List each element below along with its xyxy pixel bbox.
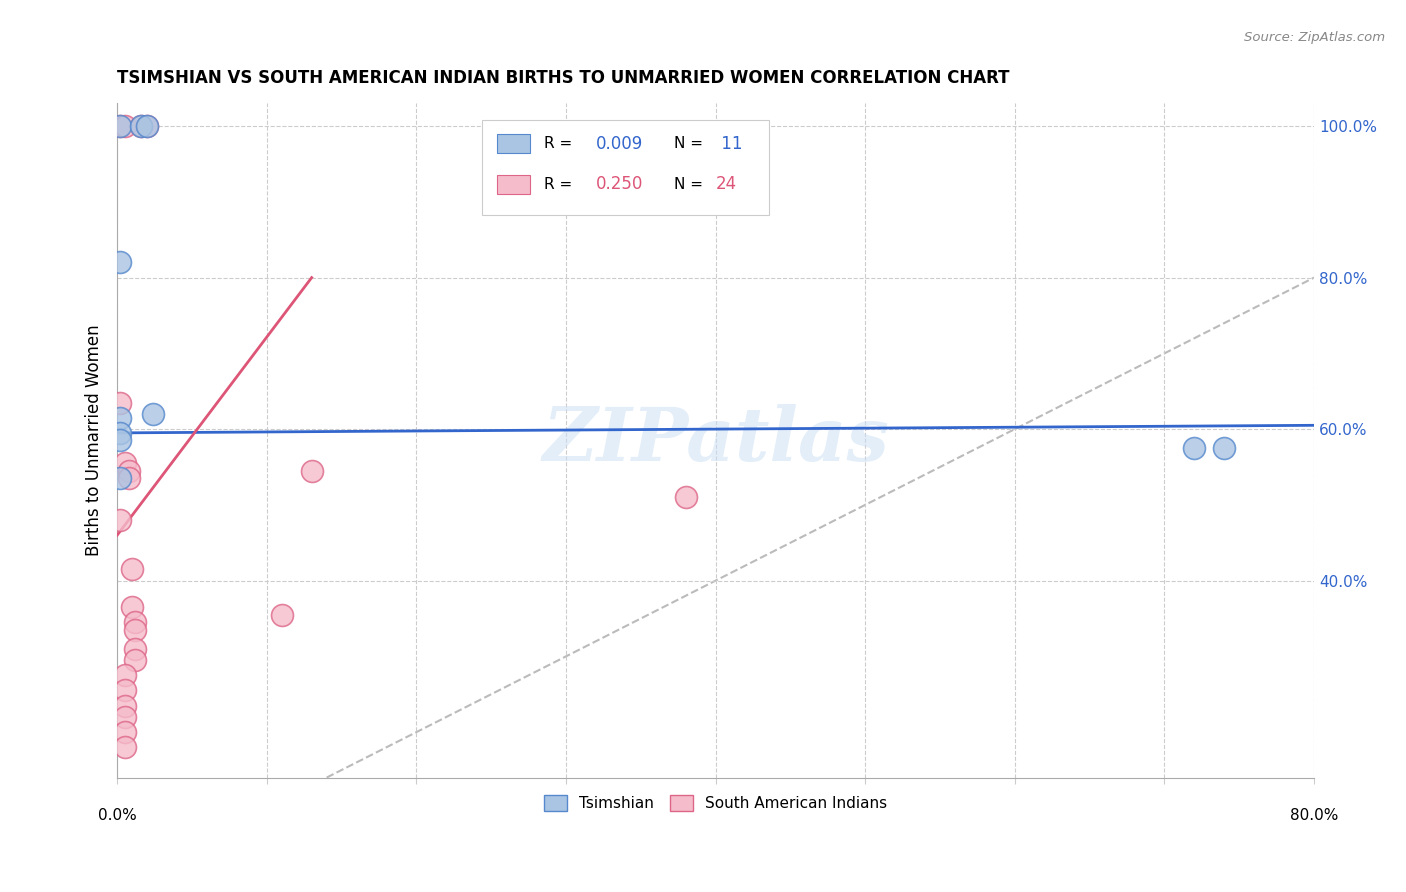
Text: 0.250: 0.250 bbox=[596, 175, 644, 194]
Text: 80.0%: 80.0% bbox=[1289, 808, 1339, 823]
Point bbox=[124, 653, 146, 667]
Text: 11: 11 bbox=[716, 135, 742, 153]
Text: 0.0%: 0.0% bbox=[98, 808, 136, 823]
Legend: Tsimshian, South American Indians: Tsimshian, South American Indians bbox=[538, 789, 893, 817]
Text: 0.009: 0.009 bbox=[596, 135, 643, 153]
Point bbox=[121, 562, 143, 576]
Point bbox=[124, 615, 146, 630]
Point bbox=[118, 471, 141, 485]
Point bbox=[108, 471, 131, 485]
Point bbox=[108, 425, 131, 440]
Point bbox=[108, 434, 131, 448]
Point bbox=[142, 407, 165, 421]
Point bbox=[124, 623, 146, 637]
Text: R =: R = bbox=[544, 136, 578, 152]
Point bbox=[114, 698, 136, 713]
FancyBboxPatch shape bbox=[482, 120, 769, 215]
Text: N =: N = bbox=[673, 177, 707, 192]
Point bbox=[114, 668, 136, 682]
Point bbox=[114, 456, 136, 470]
Point bbox=[114, 710, 136, 724]
Point bbox=[270, 607, 292, 622]
Point bbox=[124, 641, 146, 656]
Point bbox=[136, 119, 159, 133]
Point bbox=[118, 464, 141, 478]
Point bbox=[108, 119, 131, 133]
Text: N =: N = bbox=[673, 136, 707, 152]
Point bbox=[108, 513, 131, 527]
Point bbox=[675, 490, 697, 504]
Point bbox=[114, 683, 136, 698]
Point bbox=[108, 410, 131, 425]
Text: 24: 24 bbox=[716, 175, 737, 194]
Point bbox=[121, 600, 143, 615]
Point bbox=[108, 255, 131, 269]
Point bbox=[114, 725, 136, 739]
Point bbox=[1213, 441, 1236, 455]
FancyBboxPatch shape bbox=[496, 175, 530, 194]
Point bbox=[129, 119, 152, 133]
Point bbox=[301, 464, 323, 478]
Point bbox=[108, 119, 131, 133]
Point bbox=[129, 119, 152, 133]
Point bbox=[114, 740, 136, 755]
Y-axis label: Births to Unmarried Women: Births to Unmarried Women bbox=[86, 325, 103, 557]
Point bbox=[108, 395, 131, 409]
Point bbox=[1182, 441, 1205, 455]
Text: TSIMSHIAN VS SOUTH AMERICAN INDIAN BIRTHS TO UNMARRIED WOMEN CORRELATION CHART: TSIMSHIAN VS SOUTH AMERICAN INDIAN BIRTH… bbox=[117, 69, 1010, 87]
Text: R =: R = bbox=[544, 177, 578, 192]
Point bbox=[114, 119, 136, 133]
Text: ZIPatlas: ZIPatlas bbox=[543, 404, 889, 476]
Point bbox=[136, 119, 159, 133]
FancyBboxPatch shape bbox=[496, 135, 530, 153]
Text: Source: ZipAtlas.com: Source: ZipAtlas.com bbox=[1244, 31, 1385, 45]
